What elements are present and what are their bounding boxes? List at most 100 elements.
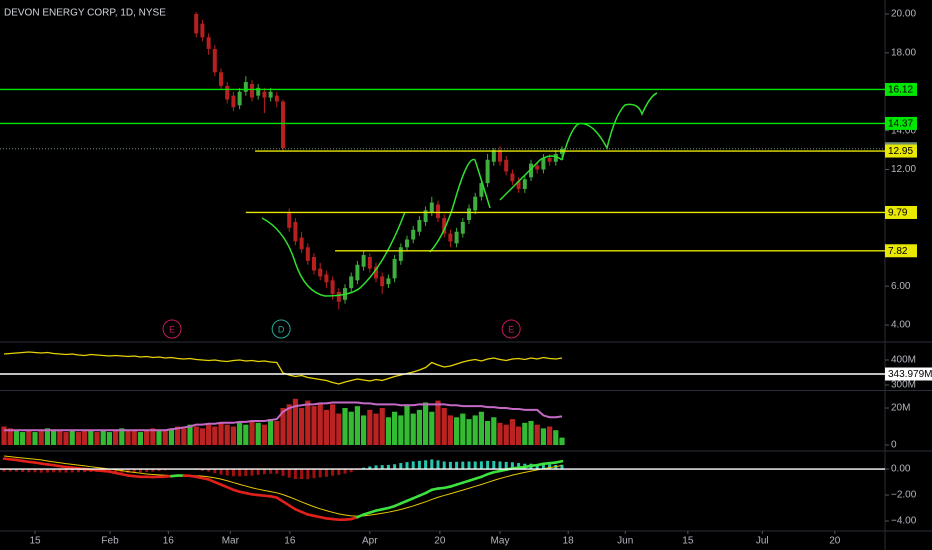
- macd-histogram-bar: [293, 469, 297, 480]
- macd-pane: [2, 455, 564, 522]
- macd-histogram-bar: [368, 466, 372, 470]
- macd-histogram-bar: [269, 469, 273, 474]
- obv-line: [3, 351, 563, 385]
- volume-bar: [193, 426, 199, 446]
- signal-line: [3, 455, 563, 517]
- candle-body: [262, 91, 267, 98]
- volume-bar: [75, 432, 82, 446]
- volume-bar: [559, 437, 565, 446]
- volume-bar: [522, 422, 528, 446]
- macd-line-segment: [554, 459, 564, 464]
- volume-bar: [150, 428, 156, 446]
- volume-bar: [144, 430, 150, 446]
- volume-bar: [546, 426, 553, 446]
- drawn-curve: [499, 155, 563, 201]
- volume-bar: [497, 422, 503, 446]
- volume-bar: [26, 430, 32, 446]
- x-tick-label: Jul: [756, 536, 769, 547]
- level-label: 16.12: [888, 85, 913, 96]
- macd-histogram-bar: [200, 469, 204, 471]
- macd-histogram-bar: [424, 460, 428, 470]
- level-label-box: [885, 82, 917, 96]
- volume-bar: [199, 428, 206, 446]
- macd-histogram-bar: [455, 461, 459, 470]
- volume-bar: [317, 402, 323, 446]
- level-label: 7.82: [888, 246, 908, 257]
- macd-histogram-bar: [114, 469, 118, 473]
- candle-body: [460, 222, 465, 234]
- level-label: 343.979M: [888, 369, 932, 380]
- level-label-box: [885, 144, 917, 158]
- macd-histogram-bar: [479, 461, 483, 470]
- y-tick-label: 4.00: [891, 320, 911, 331]
- volume-bar: [237, 422, 243, 446]
- level-label-box: [885, 205, 917, 219]
- volume-pane: [1, 398, 565, 446]
- macd-histogram-bar: [541, 464, 545, 470]
- volume-bar: [416, 409, 423, 446]
- candle-body: [392, 258, 397, 279]
- macd-histogram-bar: [399, 463, 403, 470]
- volume-bar: [379, 408, 385, 446]
- macd-histogram-bar: [535, 464, 539, 470]
- volume-bar: [478, 411, 485, 446]
- volume-bar: [528, 420, 534, 446]
- volume-bar: [305, 400, 311, 446]
- candle-body: [429, 202, 434, 213]
- macd-histogram-bar: [52, 469, 56, 473]
- macd-histogram-bar: [39, 469, 43, 473]
- macd-histogram-bar: [380, 465, 384, 470]
- macd-histogram-bar: [436, 460, 440, 470]
- macd-histogram-bar: [417, 460, 421, 470]
- volume-bar: [119, 428, 125, 446]
- candle-body: [225, 85, 230, 100]
- chart-title: DEVON ENERGY CORP, 1D, NYSE: [4, 8, 166, 19]
- candle-body: [423, 210, 428, 223]
- volume-bar: [125, 430, 131, 446]
- volume-bar: [137, 432, 144, 446]
- volume-bar: [7, 428, 13, 446]
- volume-bar: [435, 400, 441, 446]
- macd-histogram-bar: [300, 469, 304, 480]
- drawings: [261, 92, 658, 297]
- volume-bar: [69, 430, 75, 446]
- volume-bar: [32, 432, 38, 446]
- macd-histogram-bar: [374, 465, 378, 470]
- volume-bar: [44, 428, 51, 446]
- x-tick-label: May: [491, 536, 510, 547]
- volume-bar: [348, 411, 354, 446]
- y-tick-label: 20M: [891, 403, 910, 414]
- macd-histogram-bar: [281, 469, 285, 476]
- candle-body: [380, 276, 385, 287]
- macd-histogram-bar: [45, 469, 49, 473]
- y-tick-label: 14.00: [891, 125, 916, 136]
- candle-body: [287, 212, 292, 228]
- macd-histogram-bar: [461, 461, 465, 470]
- candle-body: [491, 150, 496, 162]
- volume-bar: [261, 424, 268, 446]
- candle-body: [386, 278, 391, 285]
- candle-body: [417, 220, 422, 232]
- volume-bar: [100, 430, 106, 446]
- volume-bar: [82, 430, 88, 446]
- x-tick-label: Mar: [222, 536, 240, 547]
- macd-histogram-bar: [132, 469, 136, 473]
- volume-bar: [392, 411, 398, 446]
- volume-bar: [224, 424, 230, 446]
- macd-histogram-bar: [498, 461, 502, 470]
- candle-body: [330, 280, 335, 294]
- volume-bar: [367, 409, 373, 446]
- candle-body: [219, 72, 224, 86]
- volume-bar: [447, 415, 454, 446]
- macd-histogram-bar: [467, 461, 471, 470]
- volume-bar: [323, 409, 330, 446]
- volume-bar: [113, 430, 119, 446]
- candle-body: [541, 157, 546, 170]
- macd-histogram-bar: [405, 462, 409, 470]
- candle-body: [510, 173, 515, 182]
- macd-histogram-bar: [256, 469, 260, 475]
- volume-bar: [131, 430, 137, 446]
- volume-bar: [429, 411, 435, 446]
- macd-histogram-bar: [411, 461, 415, 470]
